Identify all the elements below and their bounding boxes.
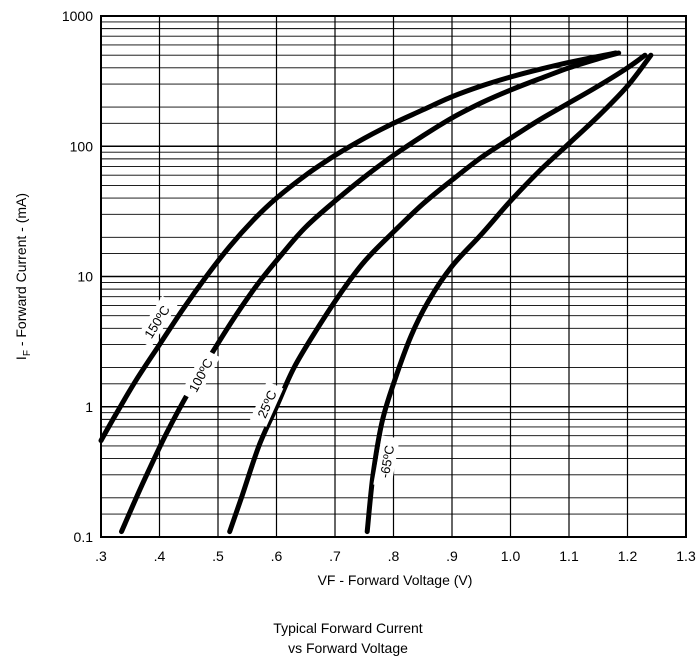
y-axis-label-sub: F bbox=[22, 350, 33, 356]
curve-label-group: 100ºC bbox=[180, 348, 221, 402]
y-tick-label: 0.1 bbox=[74, 529, 94, 545]
y-axis-label: IF - Forward Current - (mA) bbox=[13, 193, 33, 360]
curve-label-group: 150ºC bbox=[135, 295, 178, 348]
y-axis-label-rest: - Forward Current - (mA) bbox=[13, 193, 29, 350]
x-tick-labels: .3 .4 .5 .6 .7 .8 .9 1.0 1.1 1.2 1.3 bbox=[95, 548, 696, 564]
series-line bbox=[98, 50, 619, 444]
x-tick-label: 1.1 bbox=[559, 548, 579, 564]
curve-label-bg bbox=[135, 295, 178, 348]
y-tick-label: 1000 bbox=[62, 8, 93, 24]
y-tick-label: 100 bbox=[70, 138, 94, 154]
x-tick-label: 1.3 bbox=[676, 548, 696, 564]
x-tick-label: .3 bbox=[95, 548, 107, 564]
y-tick-label: 1 bbox=[85, 399, 93, 415]
curve-label: -65ºC bbox=[377, 444, 397, 479]
series-line bbox=[364, 52, 654, 535]
x-tick-label: .7 bbox=[329, 548, 341, 564]
x-tick-label: .6 bbox=[271, 548, 283, 564]
curve-label-bg bbox=[373, 435, 400, 488]
x-axis-label: VF - Forward Voltage (V) bbox=[318, 572, 473, 588]
x-tick-label: .9 bbox=[446, 548, 458, 564]
chart-caption: Typical Forward Current vs Forward Volta… bbox=[0, 618, 696, 658]
y-tick-labels: 0.1 1 10 100 1000 bbox=[62, 8, 93, 545]
x-tick-label: 1.0 bbox=[501, 548, 521, 564]
y-axis-label-main: I bbox=[13, 356, 29, 360]
caption-line-1: Typical Forward Current bbox=[273, 620, 423, 636]
x-tick-label: .4 bbox=[154, 548, 166, 564]
curve-label-bg bbox=[180, 348, 221, 402]
plot-frame bbox=[100, 15, 687, 538]
caption-line-2: vs Forward Voltage bbox=[288, 640, 408, 656]
x-tick-label: 1.2 bbox=[618, 548, 638, 564]
x-tick-label: .8 bbox=[388, 548, 400, 564]
x-tick-label: .5 bbox=[212, 548, 224, 564]
y-tick-label: 10 bbox=[77, 269, 93, 285]
series-line bbox=[227, 52, 648, 535]
curve-label-bg bbox=[249, 381, 284, 427]
curve-label-group: -65ºC bbox=[373, 435, 400, 488]
